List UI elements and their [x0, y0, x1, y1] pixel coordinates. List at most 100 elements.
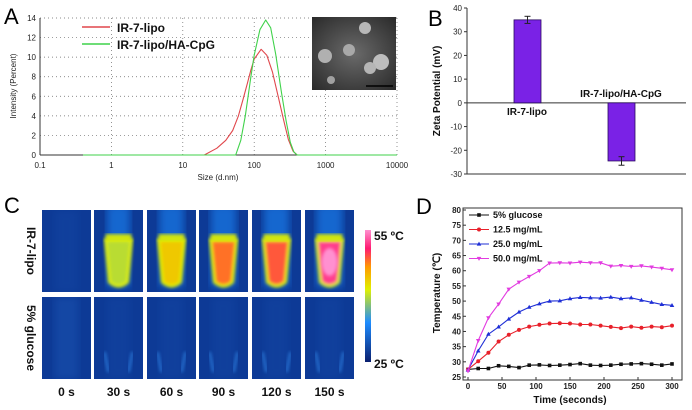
marker-circle [598, 323, 603, 328]
a-ylabel: Intensity (Percent) [9, 53, 18, 118]
marker-circle [659, 325, 664, 330]
d-xtick-label: 150 [563, 382, 577, 391]
marker-square [649, 362, 654, 367]
c-row-label: IR-7-lipo [24, 227, 38, 275]
marker-triangle-down [618, 263, 624, 268]
heat-band [158, 234, 185, 241]
heat-core [321, 248, 338, 276]
a-ytick-label: 8 [32, 73, 37, 82]
marker-circle [506, 332, 511, 337]
marker-circle [670, 323, 674, 328]
d-ytick-label: 80 [452, 206, 461, 215]
marker-circle [568, 321, 572, 326]
a-legend: IR-7-lipo IR-7-lipo/HA-CpG [82, 21, 215, 52]
marker-triangle-up [486, 331, 491, 336]
marker-square [619, 362, 623, 367]
c-column-label: 0 s [58, 385, 75, 399]
marker-triangle-down [547, 261, 552, 266]
d-series-0 [466, 361, 674, 372]
tube-edge-glow [232, 351, 239, 373]
b-ytick-label: 40 [453, 4, 462, 13]
marker-triangle-down [537, 269, 542, 274]
marker-triangle-up [537, 301, 542, 306]
a-ytick-label: 0 [32, 151, 37, 160]
legend-label: IR-7-lipo/HA-CpG [117, 38, 215, 52]
c-column-label: 150 s [314, 385, 344, 399]
faint-tube [106, 297, 131, 379]
d-series-1 [466, 321, 674, 372]
marker-square [629, 362, 633, 366]
marker-triangle-up [577, 295, 583, 300]
c-column-label: 60 s [160, 385, 184, 399]
marker-circle [477, 227, 481, 232]
marker-circle [619, 326, 623, 331]
panel-label-c: C [4, 193, 20, 218]
panel-b: B -30 -20 -10 0 10 20 30 40 Zeta Potential (mV)… [428, 4, 686, 179]
a-ytick-label: 4 [32, 112, 37, 121]
marker-square [670, 362, 674, 366]
d-legend-label: 5% glucose [493, 210, 543, 220]
faint-tube [264, 297, 289, 379]
marker-triangle-down [659, 266, 665, 271]
d-plot-frame [462, 207, 683, 381]
marker-square [537, 363, 542, 367]
d-legend-label: 12.5 mg/mL [493, 225, 543, 235]
marker-triangle-up [608, 294, 614, 299]
a-ytick-label: 2 [32, 131, 37, 140]
b-ytick-label: 20 [453, 51, 462, 60]
thermal-content [42, 297, 91, 379]
thermal-image [199, 210, 248, 292]
marker-square [517, 365, 521, 370]
legend-label: IR-7-lipo [117, 21, 165, 35]
b-ylabel: Zeta Potential (mV) [432, 46, 443, 137]
heat-band [316, 234, 343, 241]
thermal-content [305, 297, 354, 379]
thermal-image [199, 297, 248, 379]
d-series-line [467, 296, 673, 371]
panel-label-a: A [4, 4, 19, 29]
marker-circle [639, 325, 644, 330]
a-xtick-label: 1 [109, 161, 114, 170]
marker-square [496, 363, 501, 368]
b-category-label: IR-7-lipo/HA-CpG [580, 89, 662, 100]
d-xlabel: Time (seconds) [533, 395, 606, 406]
marker-triangle-up [526, 304, 532, 309]
heat-band [263, 234, 290, 241]
thermal-image [94, 210, 143, 292]
marker-triangle-down [588, 261, 593, 266]
b-ytick-label: -20 [450, 146, 462, 155]
marker-triangle-down [649, 265, 654, 270]
marker-circle [557, 321, 562, 326]
marker-triangle-down [486, 316, 491, 321]
d-ytick-label: 55 [452, 282, 461, 291]
marker-square [486, 366, 491, 371]
b-ytick-label: -30 [450, 170, 462, 179]
sem-inset-image [312, 17, 396, 90]
marker-triangle-down [639, 264, 644, 269]
tube-edge-glow [180, 351, 187, 373]
thermal-content [199, 297, 248, 379]
marker-triangle-up [516, 309, 522, 314]
heat-tube [156, 238, 187, 288]
marker-triangle-up [567, 296, 573, 301]
tube-edge-glow [208, 351, 215, 373]
faint-tube [317, 297, 342, 379]
b-ytick-label: 0 [458, 99, 463, 108]
marker-triangle-up [669, 302, 675, 307]
colorbar-min-label: 25 ºC [374, 357, 404, 371]
faint-tube [159, 297, 184, 379]
colorbar-max-label: 55 ºC [374, 229, 404, 243]
d-xtick-label: 100 [529, 382, 543, 391]
marker-triangle-down [567, 261, 573, 266]
a-xlabel: Size (d.nm) [198, 173, 239, 182]
marker-square [547, 363, 552, 368]
marker-square [578, 361, 582, 366]
a-xtick-label: 100 [248, 161, 262, 170]
marker-triangle-up [475, 348, 481, 353]
marker-square [639, 361, 644, 366]
c-row-label: 5% glucose [24, 305, 38, 371]
faint-tube [54, 297, 79, 379]
thermal-image [305, 297, 354, 379]
marker-triangle-up [598, 295, 603, 300]
d-xtick-label: 200 [597, 382, 611, 391]
